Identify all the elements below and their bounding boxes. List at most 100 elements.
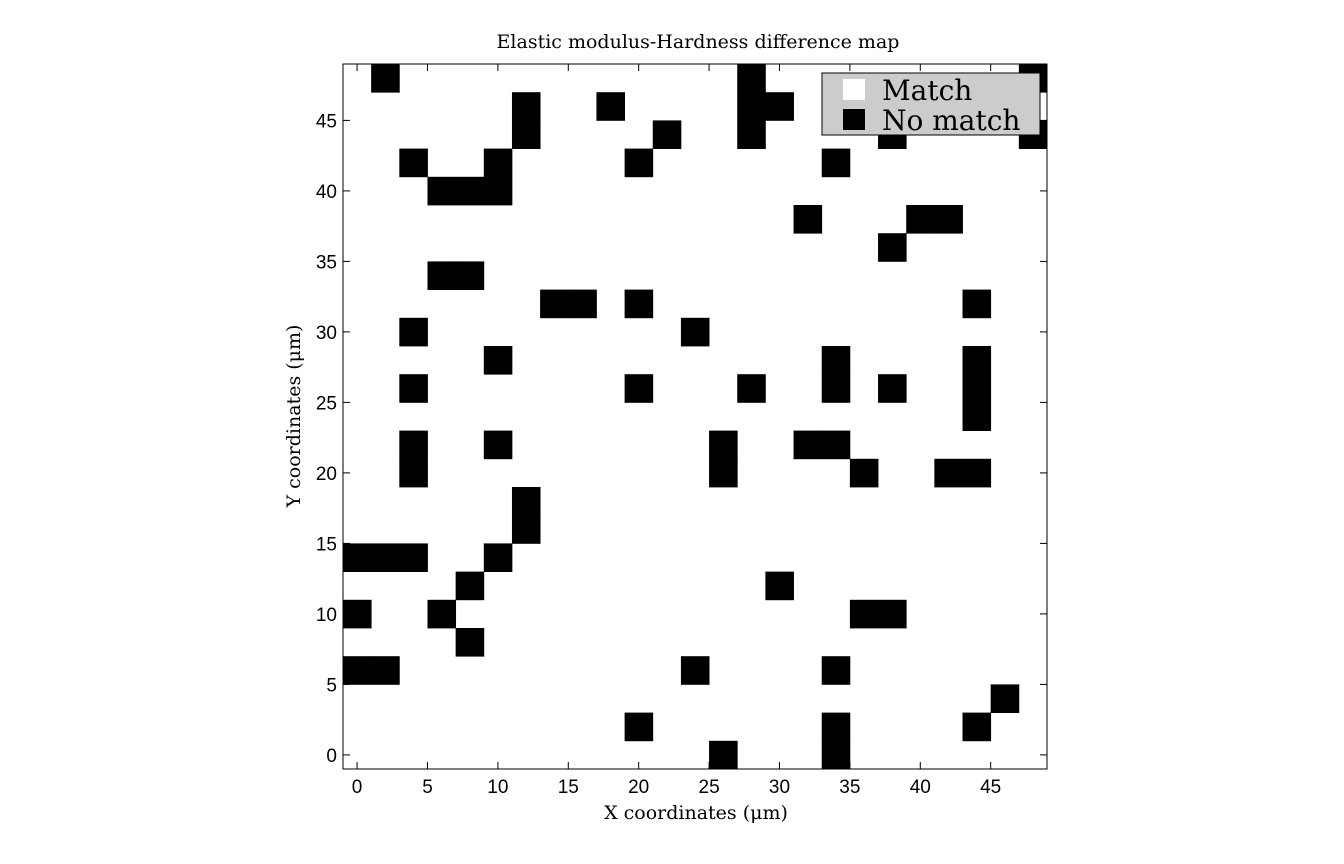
y-tick-label: 25 (316, 393, 337, 414)
no-match-cell (596, 92, 625, 121)
no-match-cell (821, 148, 851, 178)
y-tick-label: 0 (326, 746, 337, 767)
no-match-cell (737, 120, 766, 149)
axis-ticks: 0 5 10 15 20 25 30 35 40 45 0 5 10 15 20 25 30 35 40 45 (316, 64, 1047, 798)
no-match-cell (680, 656, 710, 685)
no-match-cell (624, 712, 654, 742)
y-tick-label: 5 (326, 675, 337, 696)
legend-swatch-no-match (843, 109, 865, 130)
no-match-cell (821, 712, 851, 742)
no-match-cell (737, 92, 766, 121)
no-match-cell (455, 176, 485, 206)
no-match-cell (427, 176, 457, 206)
x-tick-label: 5 (422, 777, 433, 798)
no-match-cell (483, 148, 513, 178)
no-match-cell (652, 120, 682, 149)
y-tick-label: 45 (316, 111, 337, 132)
no-match-cell (511, 487, 541, 516)
no-match-cell (934, 205, 963, 234)
no-match-cell (906, 205, 935, 234)
x-tick-label: 30 (769, 777, 790, 798)
no-match-cell (709, 740, 738, 770)
no-match-cell (793, 430, 823, 460)
no-match-cell (540, 289, 569, 319)
no-match-cell (371, 64, 400, 93)
legend: Match No match (821, 72, 1041, 137)
no-match-cell (962, 712, 992, 742)
no-match-cell (737, 64, 766, 93)
no-match-cell (399, 458, 428, 488)
no-match-cell (511, 515, 541, 544)
no-match-cell (483, 176, 513, 206)
no-match-cell (483, 543, 513, 572)
x-tick-label: 35 (839, 777, 860, 798)
no-match-cell (934, 458, 963, 488)
no-match-cell (821, 346, 851, 375)
no-match-cell (624, 374, 654, 403)
y-tick-label: 20 (316, 464, 337, 485)
y-tick-label: 35 (316, 252, 337, 273)
no-match-cell (455, 571, 485, 601)
no-match-cell (849, 599, 879, 629)
no-match-cell (709, 458, 738, 488)
no-match-cell (962, 374, 992, 403)
no-match-cell (878, 374, 907, 403)
legend-label-no-match: No match (882, 104, 1020, 137)
x-tick-label: 45 (980, 777, 1001, 798)
x-tick-label: 25 (699, 777, 720, 798)
no-match-cell (962, 289, 992, 319)
no-match-cell (399, 430, 428, 460)
no-match-cell (680, 317, 710, 347)
no-match-cell (399, 317, 428, 347)
no-match-cell (821, 656, 851, 685)
plot-frame (342, 63, 1048, 770)
legend-swatch-match (843, 79, 865, 100)
no-match-cell (821, 740, 851, 770)
no-match-cell (511, 120, 541, 149)
no-match-cell (962, 346, 992, 375)
x-tick-label: 10 (487, 777, 508, 798)
no-match-cell (483, 430, 513, 460)
x-tick-label: 15 (558, 777, 579, 798)
no-match-cell (624, 148, 654, 178)
no-match-cell (427, 261, 457, 290)
no-match-cell (962, 402, 992, 431)
no-match-cell (399, 148, 428, 178)
no-match-cell (962, 458, 992, 488)
no-match-cell (990, 684, 1020, 713)
x-tick-label: 0 (352, 777, 363, 798)
no-match-cell (483, 346, 513, 375)
y-tick-label: 40 (316, 182, 337, 203)
x-tick-label: 20 (628, 777, 649, 798)
no-match-cell (765, 571, 794, 601)
no-match-cell (399, 374, 428, 403)
no-match-cell (624, 289, 654, 319)
no-match-cell (737, 374, 766, 403)
no-match-cell (878, 233, 907, 262)
no-match-cell (821, 374, 851, 403)
no-match-cell (427, 599, 457, 629)
no-match-cell (821, 430, 851, 460)
chart-title: Elastic modulus-Hardness difference map (497, 31, 900, 53)
legend-label-match: Match (882, 74, 972, 107)
x-tick-label: 40 (910, 777, 931, 798)
no-match-cell (455, 628, 485, 657)
y-tick-label: 15 (316, 534, 337, 555)
no-match-cell (399, 543, 428, 572)
no-match-cell (765, 92, 794, 121)
no-match-cell (878, 599, 907, 629)
heatmap-cells (343, 64, 1048, 770)
no-match-cell (343, 543, 372, 572)
no-match-cell (511, 92, 541, 121)
no-match-cell (371, 543, 400, 572)
x-axis-label: X coordinates (μm) (604, 802, 788, 824)
no-match-cell (709, 430, 738, 460)
no-match-cell (849, 458, 879, 488)
no-match-cell (793, 205, 823, 234)
no-match-cell (455, 261, 485, 290)
y-axis-label: Y coordinates (μm) (283, 325, 305, 509)
no-match-cell (371, 656, 400, 685)
y-tick-label: 10 (316, 605, 337, 626)
no-match-cell (568, 289, 597, 319)
